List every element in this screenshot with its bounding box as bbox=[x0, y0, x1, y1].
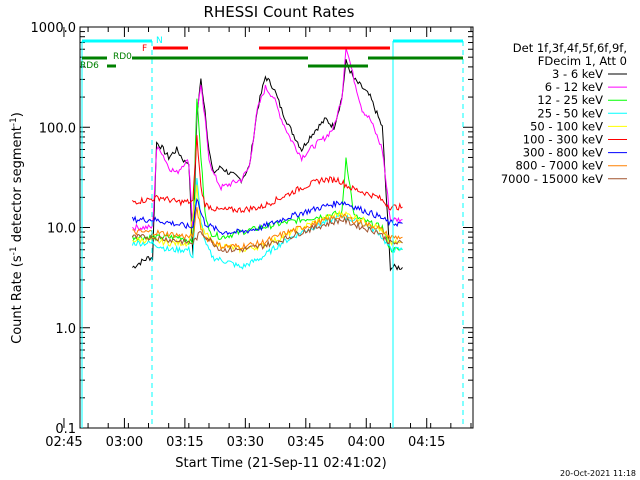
x-axis-label: Start Time (21-Sep-11 02:41:02) bbox=[175, 456, 386, 471]
y-tick-label: 10.0 bbox=[47, 222, 76, 237]
annotation-label: F bbox=[142, 44, 147, 54]
y-axis-label: Count Rate (s-1 detector segment-1) bbox=[9, 112, 25, 344]
series-layer bbox=[131, 48, 403, 272]
legend-label: 800 - 7000 keV bbox=[515, 159, 603, 173]
annotation-layer: NF RD0 RD6 bbox=[80, 36, 464, 428]
legend-header-1: Det 1f,3f,4f,5f,6f,9f, bbox=[513, 41, 627, 55]
y-label-sup: -1 bbox=[9, 246, 19, 255]
series-line bbox=[131, 215, 403, 253]
x-tick-label: 03:15 bbox=[166, 435, 203, 450]
y-label-main: Count Rate (s bbox=[10, 255, 25, 344]
y-label-end: ) bbox=[10, 112, 25, 117]
y-axis: 0.1 1.0 10.0 100.0 1000.0 bbox=[31, 21, 473, 437]
timestamp: 20-Oct-2021 11:18 bbox=[560, 469, 636, 478]
legend-label: 25 - 50 keV bbox=[537, 106, 603, 120]
y-tick-label: 100.0 bbox=[39, 121, 76, 136]
annotation-label: N bbox=[156, 36, 163, 46]
legend: Det 1f,3f,4f,5f,6f,9f, FDecim 1, Att 0 3… bbox=[501, 41, 627, 186]
legend-label: 6 - 12 keV bbox=[545, 80, 603, 94]
series-line bbox=[132, 48, 403, 232]
series-line bbox=[132, 207, 403, 251]
annotation-label: RD6 bbox=[80, 61, 99, 71]
chart-title: RHESSI Count Rates bbox=[204, 3, 355, 21]
x-tick-label: 04:15 bbox=[408, 435, 445, 450]
legend-label: 12 - 25 keV bbox=[537, 93, 603, 107]
y-tick-label: 1.0 bbox=[55, 322, 76, 337]
x-tick-label: 04:00 bbox=[348, 435, 385, 450]
series-line bbox=[131, 98, 403, 253]
legend-label: 3 - 6 keV bbox=[552, 67, 603, 81]
legend-label: 50 - 100 keV bbox=[530, 119, 603, 133]
legend-label: 300 - 800 keV bbox=[523, 146, 603, 160]
series-line bbox=[132, 59, 403, 272]
series-line bbox=[132, 135, 403, 214]
legend-label: 7000 - 15000 keV bbox=[501, 172, 603, 186]
y-label-rest: detector segment bbox=[10, 126, 25, 246]
x-tick-label: 02:45 bbox=[45, 435, 82, 450]
x-tick-label: 03:30 bbox=[227, 435, 264, 450]
legend-header-2: FDecim 1, Att 0 bbox=[538, 54, 627, 68]
y-label-sup2: -1 bbox=[9, 117, 19, 126]
x-tick-label: 03:45 bbox=[287, 435, 324, 450]
annotation-label: RD0 bbox=[113, 52, 132, 62]
x-tick-label: 03:00 bbox=[106, 435, 143, 450]
legend-label: 100 - 300 keV bbox=[523, 133, 603, 147]
x-axis: 02:45 03:00 03:15 03:30 03:45 04:00 04:15 bbox=[45, 27, 472, 450]
plot-frame bbox=[79, 26, 474, 429]
series-line bbox=[131, 197, 403, 236]
y-tick-label: 1000.0 bbox=[31, 21, 77, 36]
y-tick-label: 0.1 bbox=[55, 422, 76, 437]
